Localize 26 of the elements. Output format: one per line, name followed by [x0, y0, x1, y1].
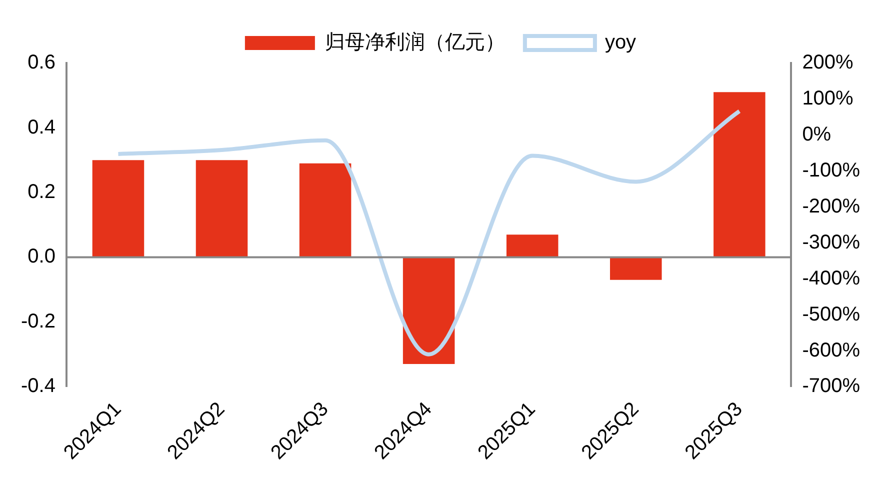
y2-tick-label: -300% — [802, 231, 860, 254]
bar — [402, 257, 455, 364]
legend-label: 归母净利润（亿元） — [324, 32, 505, 54]
bar — [714, 92, 766, 258]
y-tick-label: 0.4 — [28, 116, 56, 138]
y-tick-label: -0.4 — [20, 375, 56, 398]
bar — [92, 160, 144, 258]
bar — [299, 163, 352, 258]
y2-tick-label: -200% — [802, 195, 860, 218]
y2-tick-label: 100% — [802, 87, 854, 110]
y2-tick-label: -100% — [802, 159, 860, 182]
y2-tick-label: 0% — [802, 123, 832, 146]
y2-tick-label: -500% — [802, 303, 860, 326]
line-series — [116, 109, 742, 356]
y-tick-label: 0.2 — [28, 180, 56, 203]
y-tick-label: -0.2 — [20, 310, 56, 332]
y2-tick-label: 200% — [802, 52, 854, 74]
y-tick-label: 0.6 — [28, 52, 56, 74]
bar — [506, 234, 558, 258]
y2-tick-label: -600% — [802, 339, 860, 362]
bar — [610, 257, 662, 280]
y2-tick-label: -700% — [802, 375, 860, 398]
legend-label: yoy — [604, 32, 636, 54]
y2-tick-label: -400% — [802, 267, 860, 290]
y-tick-label: 0.0 — [28, 246, 56, 268]
bar — [196, 160, 248, 258]
